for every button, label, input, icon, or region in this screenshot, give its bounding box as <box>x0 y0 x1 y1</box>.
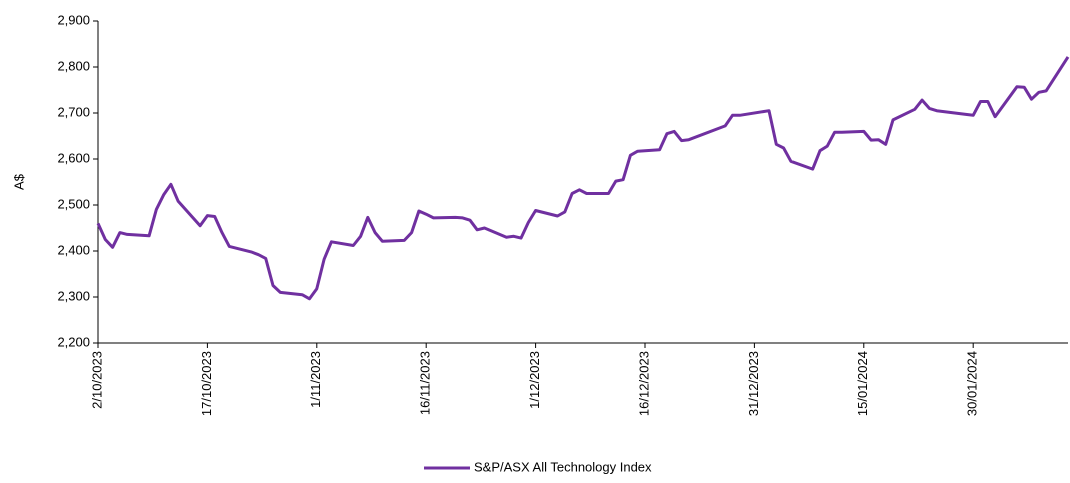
x-tick-label: 16/11/2023 <box>418 351 433 415</box>
x-tick-label: 30/01/2024 <box>965 351 980 416</box>
y-tick-label: 2,800 <box>57 58 90 73</box>
y-tick-label: 2,600 <box>57 150 90 165</box>
x-tick-label: 1/11/2023 <box>308 351 323 408</box>
x-tick-label: 31/12/2023 <box>746 351 761 416</box>
x-tick-label: 15/01/2024 <box>855 351 870 416</box>
x-tick-label: 1/12/2023 <box>527 351 542 409</box>
legend-label: S&P/ASX All Technology Index <box>474 459 652 474</box>
y-axis-label: A$ <box>11 173 26 190</box>
y-tick-label: 2,700 <box>57 104 90 119</box>
x-tick-label: 2/10/2023 <box>89 351 104 409</box>
data-line <box>96 56 1070 301</box>
x-tick-label: 17/10/2023 <box>199 351 214 416</box>
y-tick-label: 2,200 <box>57 334 90 349</box>
y-tick-label: 2,900 <box>57 12 90 27</box>
x-tick-label: 16/12/2023 <box>636 351 651 416</box>
y-tick-label: 2,500 <box>57 196 90 211</box>
y-tick-label: 2,300 <box>57 288 90 303</box>
y-tick-label: 2,400 <box>57 242 90 257</box>
